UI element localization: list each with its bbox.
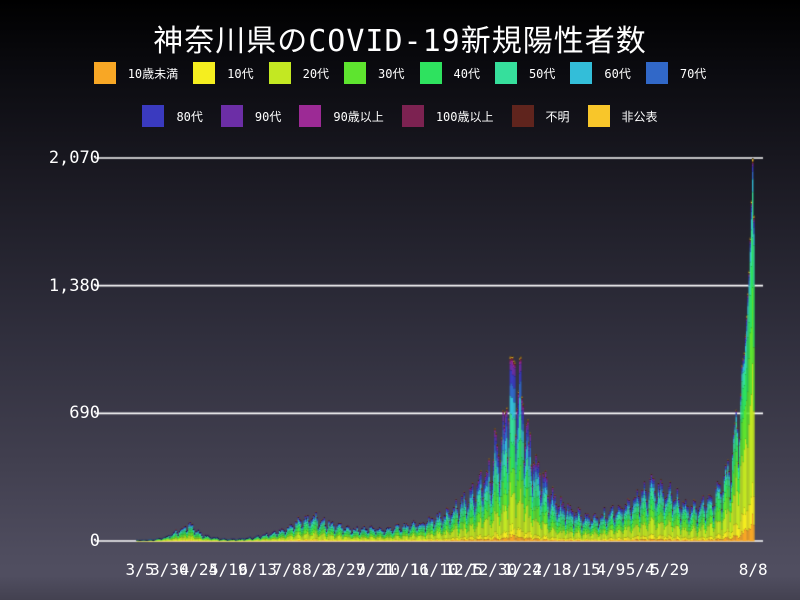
x-axis-label-7-8: 7/8: [272, 560, 302, 579]
legend-label-age-80s: 80代: [176, 109, 203, 124]
x-axis-label-12-5: 12/5: [444, 560, 483, 579]
x-axis-label-10-16: 10/16: [380, 560, 429, 579]
legend-swatch-age-50s: [494, 62, 517, 84]
legend-item-age-70s: 70代: [645, 62, 707, 84]
y-axis-label-0: 0: [89, 531, 100, 551]
legend-label-age-60s: 60代: [604, 66, 631, 81]
legend-label-unknown: 不明: [545, 109, 570, 124]
legend-label-age-30s: 30代: [378, 66, 405, 81]
legend-swatch-age-20s: [268, 62, 291, 84]
legend-row-1: 10歳未満 10代 20代 30代 40代 50代 60代 70代: [0, 62, 800, 84]
legend-item-age-over-90: 90歳以上: [299, 105, 384, 127]
x-axis-label-3-5: 3/5: [125, 560, 155, 579]
x-axis-label-6-13: 6/13: [238, 560, 277, 579]
x-axis-label-12-30: 12/30: [469, 560, 518, 579]
legend-swatch-age-over-90: [299, 105, 322, 127]
legend-row-2: 80代 90代 90歳以上 100歳以上 不明 非公表: [0, 105, 800, 127]
legend-item-undisclosed: 非公表: [587, 105, 658, 127]
legend-label-age-70s: 70代: [679, 66, 707, 81]
legend-label-age-over-90: 90歳以上: [333, 109, 384, 124]
x-axis-label-11-10: 11/10: [410, 560, 459, 579]
legend-swatch-age-90s: [220, 105, 243, 127]
legend-item-age-10s: 10代: [193, 62, 254, 84]
legend-swatch-age-60s: [570, 62, 593, 84]
x-axis-label-9-21: 9/21: [356, 560, 395, 579]
legend-label-age-50s: 50代: [528, 66, 556, 81]
legend-item-unknown: 不明: [511, 105, 570, 127]
x-axis-label-2-18: 2/18: [532, 560, 572, 579]
legend-label-undisclosed: 非公表: [621, 109, 658, 124]
legend-label-age-under-10: 10歳未満: [127, 66, 179, 81]
legend-swatch-age-80s: [142, 105, 165, 127]
x-axis-label-8-8: 8/8: [738, 560, 768, 579]
legend-swatch-age-70s: [645, 62, 668, 84]
legend-item-age-20s: 20代: [268, 62, 330, 84]
legend-swatch-age-40s: [419, 62, 442, 84]
x-axis-label-5-29: 5/29: [650, 560, 689, 579]
y-axis-label-2070: 2,070: [48, 148, 100, 168]
legend-item-age-60s: 60代: [570, 62, 631, 84]
x-axis-label-4-9: 4/9: [596, 560, 626, 579]
legend-item-age-50s: 50代: [494, 62, 556, 84]
legend-label-age-20s: 20代: [302, 66, 330, 81]
legend-swatch-age-under-10: [93, 62, 116, 84]
x-axis-label-5-4: 5/4: [625, 560, 655, 579]
legend-label-age-40s: 40代: [453, 66, 480, 81]
legend-swatch-unknown: [511, 105, 534, 127]
legend-label-age-over-100: 100歳以上: [435, 109, 494, 124]
x-axis-label-1-24: 1/24: [503, 560, 542, 579]
legend-label-age-10s: 10代: [227, 66, 254, 81]
legend-swatch-undisclosed: [587, 105, 610, 127]
x-axis-label-5-19: 5/19: [209, 560, 248, 579]
legend-swatch-age-30s: [344, 62, 367, 84]
legend-swatch-age-10s: [193, 62, 216, 84]
legend-item-age-under-10: 10歳未満: [93, 62, 179, 84]
x-axis-label-8-27: 8/27: [326, 560, 366, 579]
x-axis-label-3-15: 3/15: [562, 560, 601, 579]
legend-item-age-30s: 30代: [344, 62, 405, 84]
legend-label-age-90s: 90代: [254, 109, 282, 124]
x-axis-label-3-30: 3/30: [150, 560, 189, 579]
y-axis-label-690: 690: [69, 403, 100, 424]
chart-title: 神奈川県のCOVID-19新規陽性者数: [153, 24, 647, 59]
x-axis-label-4-24: 4/24: [179, 560, 219, 579]
y-axis-label-1380: 1,380: [48, 275, 100, 296]
legend-item-age-90s: 90代: [220, 105, 282, 127]
x-axis-label-8-2: 8/2: [302, 560, 331, 579]
legend-swatch-age-over-100: [401, 105, 424, 127]
legend-item-age-40s: 40代: [419, 62, 480, 84]
legend-item-age-over-100: 100歳以上: [401, 105, 494, 127]
legend-item-age-80s: 80代: [142, 105, 203, 127]
